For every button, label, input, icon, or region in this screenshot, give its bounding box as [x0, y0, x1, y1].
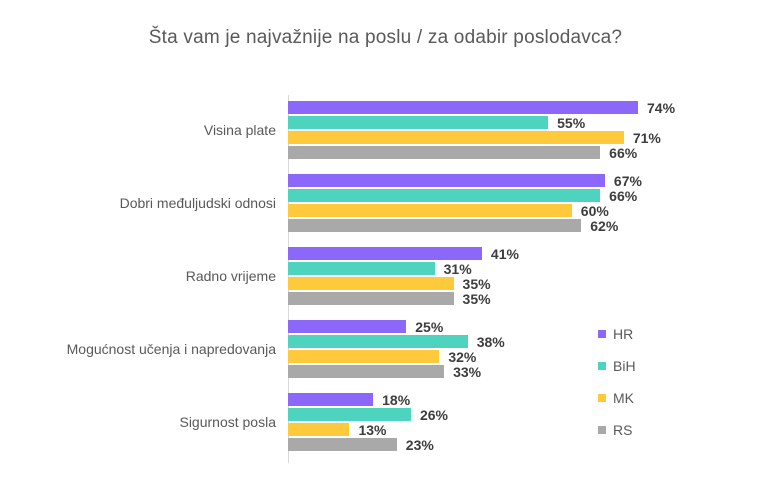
- bar-value-label: 32%: [448, 348, 477, 365]
- bar-row: 26%: [288, 406, 448, 423]
- bar-row: 41%: [288, 245, 519, 262]
- bar-value-label: 62%: [590, 217, 619, 234]
- bar-bih: [288, 116, 549, 129]
- bar-row: 60%: [288, 202, 642, 219]
- bar-value-label: 23%: [405, 436, 434, 453]
- bar-row: 66%: [288, 187, 642, 204]
- category-label: Radno vrijeme: [185, 267, 276, 284]
- bar-row: 25%: [288, 318, 505, 335]
- bar-value-label: 25%: [415, 318, 444, 335]
- legend-label-hr: HR: [613, 326, 634, 342]
- bar-bih: [288, 408, 411, 421]
- bar-value-label: 55%: [557, 114, 586, 131]
- category-label: Sigurnost posla: [179, 413, 276, 430]
- category-group: Radno vrijeme 41% 31% 35% 35%: [0, 245, 675, 307]
- bar-hr: [288, 101, 639, 114]
- bar-rs: [288, 146, 601, 159]
- legend-item-hr: HR: [598, 318, 636, 350]
- bar-row: 35%: [288, 290, 519, 307]
- legend-label-bih: BiH: [613, 358, 636, 374]
- bar-row: 62%: [288, 217, 642, 234]
- bar-value-label: 66%: [609, 187, 638, 204]
- chart-title: Šta vam je najvažnije na poslu / za odab…: [148, 27, 623, 48]
- bar-rs: [288, 365, 445, 378]
- bar-row: 66%: [288, 144, 675, 161]
- legend-item-mk: MK: [598, 382, 636, 414]
- category-label: Mogućnost učenja i napredovanja: [66, 340, 276, 357]
- bar-hr: [288, 174, 605, 187]
- bar-mk: [288, 131, 624, 144]
- bar-row: 23%: [288, 436, 448, 453]
- category-label: Dobri međuljudski odnosi: [119, 194, 276, 211]
- bar-value-label: 13%: [358, 421, 387, 438]
- bar-value-label: 38%: [476, 333, 505, 350]
- bar-groups: Visina plate 74% 55% 71% 66% Dobri međuljudsk…: [0, 95, 675, 466]
- bar-mk: [288, 350, 440, 363]
- bar-row: 67%: [288, 172, 642, 189]
- bar-value-label: 31%: [443, 260, 472, 277]
- category-group: Sigurnost posla 18% 26% 13% 23%: [0, 391, 675, 453]
- bar-value-label: 35%: [462, 290, 491, 307]
- category-group: Mogućnost učenja i napredovanja 25% 38% 32%…: [0, 318, 675, 380]
- legend-item-bih: BiH: [598, 350, 636, 382]
- bar-value-label: 18%: [382, 391, 411, 408]
- bar-row: 32%: [288, 348, 505, 365]
- bar-value-label: 67%: [613, 172, 642, 189]
- bar-bih: [288, 189, 601, 202]
- bar-row: 13%: [288, 421, 448, 438]
- bar-row: 38%: [288, 333, 505, 350]
- bar-value-label: 74%: [647, 99, 676, 116]
- bar-value-label: 26%: [419, 406, 448, 423]
- legend-swatch-hr-icon: [598, 330, 606, 338]
- bar-mk: [288, 277, 454, 290]
- legend-label-mk: MK: [613, 390, 634, 406]
- bar-rs: [288, 219, 582, 232]
- legend-label-rs: RS: [613, 422, 633, 438]
- bar-row: 71%: [288, 129, 675, 146]
- bar-rs: [288, 292, 454, 305]
- legend-swatch-bih-icon: [598, 362, 606, 370]
- bar-value-label: 66%: [609, 144, 638, 161]
- bar-bih: [288, 262, 435, 275]
- bar-row: 55%: [288, 114, 675, 131]
- bar-bih: [288, 335, 468, 348]
- bar-row: 74%: [288, 99, 676, 116]
- category-label: Visina plate: [203, 121, 276, 138]
- legend-swatch-mk-icon: [598, 394, 606, 402]
- bar-hr: [288, 393, 374, 406]
- bar-mk: [288, 423, 350, 436]
- bar-value-label: 41%: [490, 245, 519, 262]
- bar-value-label: 71%: [632, 129, 661, 146]
- category-group: Visina plate 74% 55% 71% 66%: [0, 99, 676, 161]
- bar-value-label: 33%: [453, 363, 482, 380]
- bar-row: 35%: [288, 275, 519, 292]
- bar-rs: [288, 438, 397, 451]
- bar-row: 31%: [288, 260, 519, 277]
- bar-value-label: 35%: [462, 275, 491, 292]
- bar-hr: [288, 320, 407, 333]
- bar-row: 33%: [288, 363, 505, 380]
- legend: HR BiH MK RS: [598, 318, 636, 446]
- bar-mk: [288, 204, 572, 217]
- bar-hr: [288, 247, 482, 260]
- category-group: Dobri međuljudski odnosi 67% 66% 60% 62%: [0, 172, 675, 234]
- legend-swatch-rs-icon: [598, 426, 606, 434]
- bar-row: 18%: [288, 391, 448, 408]
- bar-value-label: 60%: [580, 202, 609, 219]
- legend-item-rs: RS: [598, 414, 636, 446]
